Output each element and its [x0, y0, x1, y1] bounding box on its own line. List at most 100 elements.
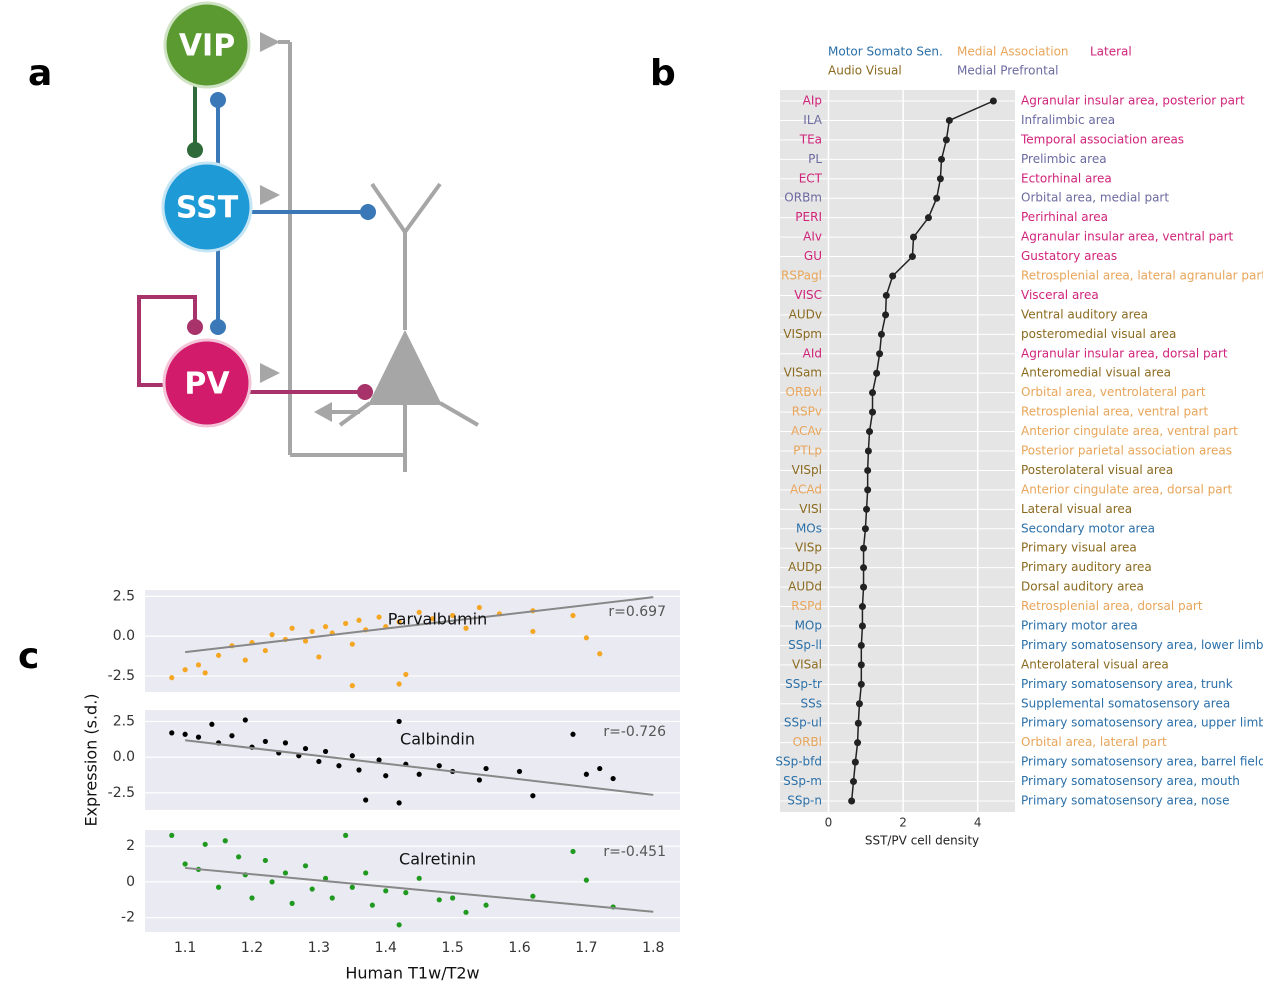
region-name: Primary somatosensory area, trunk	[1021, 677, 1233, 691]
point	[302, 863, 309, 869]
point	[376, 757, 382, 763]
region-name: Agranular insular area, posterior part	[1021, 94, 1245, 108]
point	[242, 717, 248, 723]
point	[363, 797, 369, 803]
point	[356, 767, 362, 773]
point	[416, 771, 422, 777]
y-tick-label: SSp-bfd	[775, 755, 822, 769]
point	[215, 884, 222, 890]
point	[289, 900, 295, 906]
point	[476, 777, 482, 783]
point	[215, 652, 222, 658]
fit-line	[185, 596, 654, 654]
point	[945, 116, 953, 124]
region-name: Ventral auditory area	[1021, 307, 1148, 321]
point	[583, 635, 589, 641]
point	[309, 628, 315, 635]
region-name: Primary somatosensory area, nose	[1021, 794, 1230, 808]
point	[463, 909, 469, 915]
region-name: Lateral visual area	[1021, 502, 1132, 516]
point	[860, 583, 868, 591]
point	[169, 730, 175, 736]
y-tick-label: AId	[803, 346, 822, 360]
y-tick-label: 0.0	[113, 749, 135, 765]
y-tick-label: -2	[121, 910, 135, 926]
point	[329, 895, 335, 901]
point	[396, 681, 402, 687]
region-name: Posterolateral visual area	[1021, 463, 1173, 477]
point	[316, 654, 322, 660]
region-name: Ectorhinal area	[1021, 171, 1112, 185]
point	[864, 466, 872, 474]
point	[336, 763, 342, 769]
point	[202, 841, 208, 847]
point	[269, 879, 275, 885]
point	[483, 765, 489, 772]
y-tick-label: AUDd	[788, 580, 822, 594]
point	[530, 628, 536, 635]
point	[938, 155, 946, 163]
point	[857, 641, 865, 649]
point	[857, 661, 865, 669]
point	[416, 875, 422, 881]
point	[262, 647, 268, 654]
point	[858, 603, 866, 611]
point	[873, 369, 881, 377]
legend-entry: Medial Prefrontal	[957, 64, 1059, 78]
region-name: Retrosplenial area, lateral agranular pa…	[1021, 269, 1263, 283]
point	[195, 662, 202, 668]
point	[249, 895, 255, 901]
point	[182, 861, 188, 867]
point	[436, 763, 442, 769]
region-name: Perirhinal area	[1021, 210, 1108, 224]
plot-background	[145, 830, 680, 932]
point	[583, 877, 589, 883]
region-name: Primary somatosensory area, upper limb	[1021, 716, 1263, 730]
point	[349, 753, 355, 759]
region-name: Orbital area, lateral part	[1021, 735, 1167, 749]
point	[169, 832, 175, 838]
point	[396, 718, 402, 725]
y-tick-label: VISpm	[783, 327, 822, 341]
point	[936, 175, 944, 183]
x-tick-label: 1.5	[441, 940, 463, 956]
point	[463, 625, 469, 631]
y-tick-label: AIv	[803, 230, 822, 244]
region-name: Secondary motor area	[1021, 521, 1155, 535]
point	[864, 486, 872, 494]
point	[322, 875, 329, 881]
region-name: Primary somatosensory area, barrel field	[1021, 755, 1263, 769]
annotation: r=0.697	[608, 604, 666, 620]
point	[570, 848, 576, 855]
point	[349, 641, 355, 647]
region-name: Orbital area, medial part	[1021, 191, 1169, 205]
point	[882, 291, 890, 299]
y-axis-title: Expression (s.d.)	[82, 693, 101, 826]
point	[860, 544, 868, 552]
point	[282, 870, 289, 876]
point	[182, 667, 188, 673]
x-tick-label: 1.7	[575, 940, 597, 956]
x-axis-title: SST/PV cell density	[865, 834, 979, 848]
point	[530, 893, 536, 899]
region-name: Retrosplenial area, dorsal part	[1021, 599, 1203, 613]
y-tick-label: ACAv	[791, 424, 822, 438]
point	[924, 214, 932, 222]
plot-background	[145, 590, 680, 692]
point	[863, 505, 871, 513]
region-name: Posterior parietal association areas	[1021, 444, 1232, 458]
y-tick-label: TEa	[799, 132, 822, 146]
point	[908, 253, 916, 261]
region-name: Orbital area, ventrolateral part	[1021, 385, 1206, 399]
annotation: r=-0.451	[603, 844, 666, 860]
y-tick-label: -2.5	[108, 785, 135, 801]
y-tick-label: VISal	[792, 657, 822, 671]
legend-entry: Motor Somato Sen.	[828, 45, 943, 59]
region-name: Prelimbic area	[1021, 152, 1107, 166]
point	[229, 733, 235, 739]
point	[169, 675, 175, 681]
y-tick-label: RSPagl	[781, 269, 822, 283]
point	[356, 617, 362, 623]
annotation: r=-0.726	[603, 724, 666, 740]
